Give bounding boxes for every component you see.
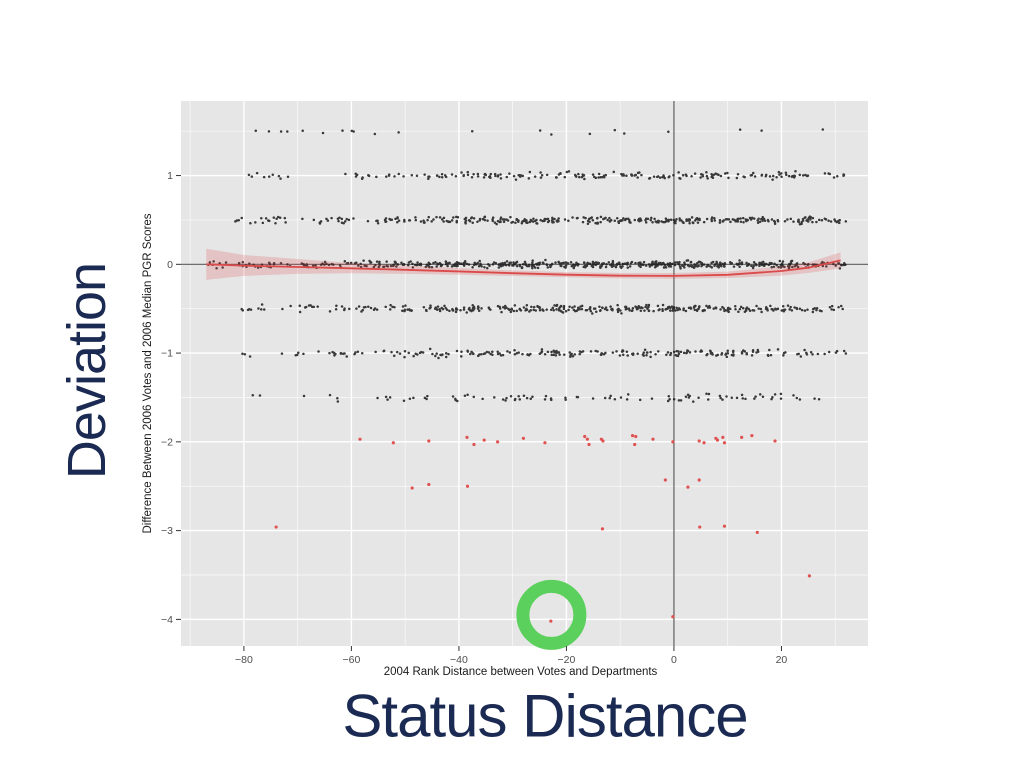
y-axis-tick-label: 1	[167, 170, 173, 182]
y-axis-tick-label: 0	[167, 259, 173, 271]
y-axis-title: Difference Between 2006 Votes and 2006 M…	[142, 213, 154, 533]
plot-panel	[181, 101, 868, 646]
grid-minor	[181, 101, 868, 646]
x-axis-tick-label: 0	[671, 654, 677, 666]
x-axis-tick-label: −60	[342, 654, 360, 666]
scatter-points-layer	[207, 128, 848, 403]
axes: −80 −60 −40 −20 0 20 1 0 −1 −2 −3 −4 2004 Rank Dista…	[142, 170, 787, 678]
x-axis-tick-label: −80	[235, 654, 253, 666]
y-axis-tick-label: −1	[161, 348, 173, 360]
x-axis-title: 2004 Rank Distance between Votes and Dep…	[384, 666, 658, 678]
y-axis-tick-label: −4	[161, 614, 173, 626]
x-axis-tick-label: −20	[558, 654, 576, 666]
y-axis-tick-label: −2	[161, 436, 173, 448]
smooth-ribbon	[206, 248, 841, 280]
smooth-line	[206, 259, 841, 277]
status-distance-big-title: Status Distance	[342, 682, 748, 750]
highlight-ring-annotation	[516, 579, 587, 650]
outlier-points-layer	[274, 434, 812, 623]
x-axis-tick-label: −40	[450, 654, 468, 666]
y-axis-tick-label: −3	[161, 525, 173, 537]
x-axis-tick-label: 20	[776, 654, 788, 666]
